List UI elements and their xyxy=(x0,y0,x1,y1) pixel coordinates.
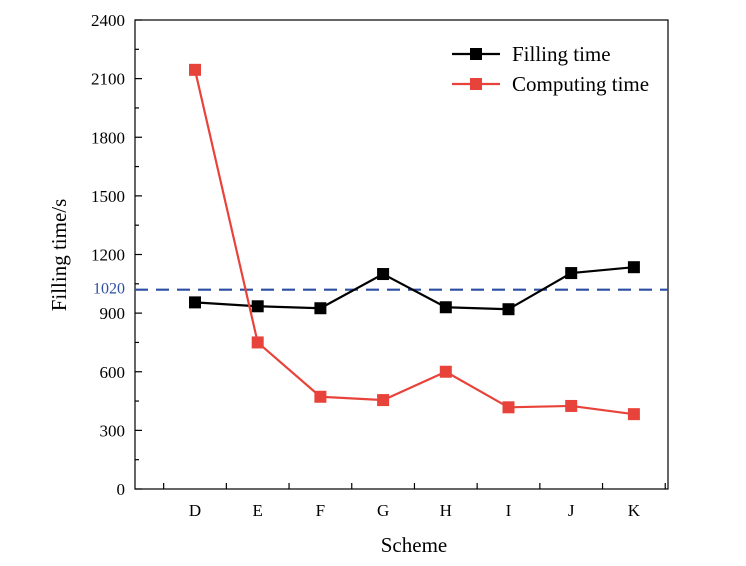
y-tick-label: 0 xyxy=(117,480,126,499)
data-point-computing-time xyxy=(565,399,578,412)
legend-label-computing-time: Computing time xyxy=(512,72,649,96)
data-point-filling-time xyxy=(189,296,201,309)
y-tick-label: 2100 xyxy=(91,70,125,89)
data-point-computing-time xyxy=(502,401,515,414)
series-line-filling-time xyxy=(194,266,635,311)
data-point-computing-time xyxy=(314,390,327,403)
x-tick-label: H xyxy=(440,501,452,520)
data-point-filling-time xyxy=(565,267,578,280)
y-tick-label: 1200 xyxy=(91,246,125,265)
x-tick-label: D xyxy=(189,501,201,520)
y-tick-label: 600 xyxy=(100,363,126,382)
x-tick-label: E xyxy=(253,501,263,520)
legend-marker-computing-time xyxy=(470,78,482,90)
data-point-filling-time xyxy=(627,261,640,274)
y-tick-label: 1500 xyxy=(91,187,125,206)
legend: Filling time Computing time xyxy=(452,42,649,96)
x-axis-title: Scheme xyxy=(381,533,447,557)
legend-label-filling-time: Filling time xyxy=(512,42,611,66)
reference-line-label: 1020 xyxy=(93,281,125,298)
x-tick-label: J xyxy=(568,501,575,520)
x-axis: D E F G H I J K xyxy=(163,483,666,520)
reference-line-group: 1020 xyxy=(93,281,668,298)
y-tick-label: 300 xyxy=(100,421,126,440)
data-point-filling-time xyxy=(439,301,452,314)
data-point-filling-time xyxy=(502,303,515,316)
y-tick-label: 2400 xyxy=(91,11,125,30)
x-tick-label: G xyxy=(377,501,389,520)
data-point-filling-time xyxy=(251,300,264,313)
data-point-computing-time xyxy=(251,336,264,349)
y-tick-label: 1800 xyxy=(91,128,125,147)
y-axis-title: Filling time/s xyxy=(47,199,71,312)
data-point-filling-time xyxy=(314,302,327,315)
plot-area xyxy=(134,19,669,490)
x-tick-label: K xyxy=(628,501,641,520)
x-tick-label: I xyxy=(506,501,512,520)
data-point-computing-time xyxy=(189,63,201,76)
data-point-computing-time xyxy=(377,394,390,407)
data-point-filling-time xyxy=(377,268,390,281)
y-tick-label: 900 xyxy=(100,304,126,323)
legend-marker-filling-time xyxy=(470,48,482,60)
series-line-computing-time xyxy=(193,69,635,416)
data-point-computing-time xyxy=(627,408,640,421)
data-point-computing-time xyxy=(439,365,452,378)
x-tick-label: F xyxy=(316,501,325,520)
series-group xyxy=(189,63,640,421)
y-axis: 0 300 600 900 1200 1500 1800 2100 2400 xyxy=(91,11,142,499)
